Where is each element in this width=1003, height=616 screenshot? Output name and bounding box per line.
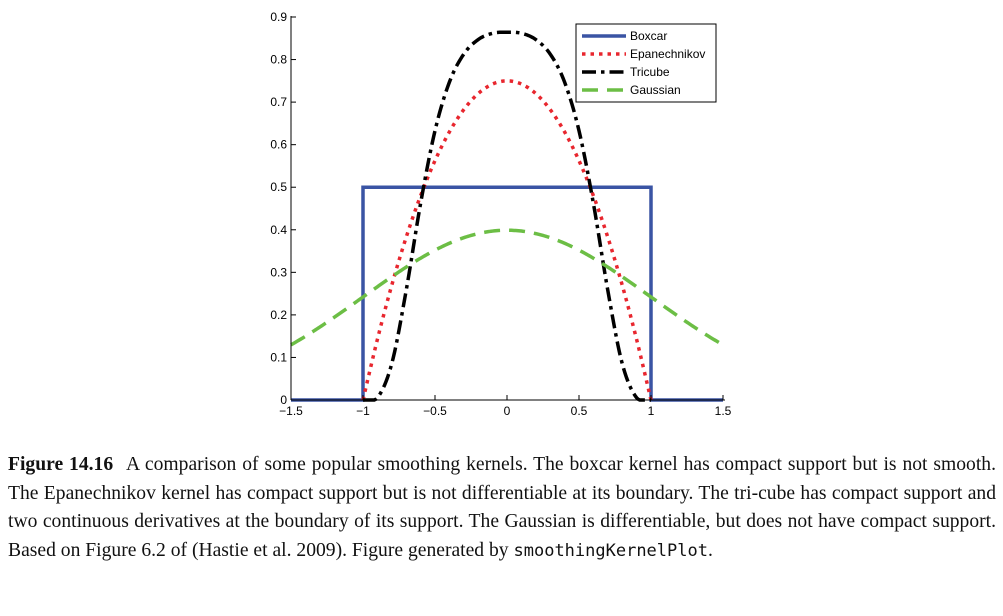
x-tick-label: −0.5 [423,404,447,418]
kernel-chart: −1.5 −1 −0.5 0 0.5 1 1.5 0 0.1 0.2 0.3 0.4 0.5 0.6 0.7… [270,10,732,418]
caption-text: A comparison of some popular smoothing k… [8,454,996,561]
y-tick-label: 0.4 [270,223,287,237]
x-tick-label: −1.5 [279,404,303,418]
y-tick-label: 0.2 [270,308,287,322]
series-line-gaussian [290,228,724,347]
series-line-epanechnikov [361,79,653,401]
figure-label: Figure 14.16 [8,454,114,475]
y-tick-label: 0.3 [270,265,287,279]
y-tick-label: 0.1 [270,350,287,364]
legend-label-gaussian: Gaussian [630,83,681,97]
x-tick-label: 1 [648,404,655,418]
legend-label-boxcar: Boxcar [630,29,667,43]
y-tick-label: 0.6 [270,138,287,152]
series-line-tricube [363,30,651,402]
legend-label-tricube: Tricube [630,65,670,79]
y-tick-label: 0.8 [270,53,287,67]
x-tick-label: 1.5 [715,404,732,418]
caption-end: . [707,539,713,561]
x-tick-label: 0 [504,404,511,418]
figure-caption: Figure 14.16 A comparison of some popula… [8,451,996,565]
y-tick-label: 0.7 [270,95,287,109]
legend-label-epanechnikov: Epanechnikov [630,47,705,61]
series-line-boxcar [291,185,723,402]
kernel-comparison-figure: −1.5 −1 −0.5 0 0.5 1 1.5 0 0.1 0.2 0.3 0.4 0.5 0.6 0.7… [270,10,732,418]
y-tick-label: 0.5 [270,180,287,194]
x-tick-label: 0.5 [571,404,588,418]
caption-code: smoothingKernelPlot [513,540,708,561]
y-tick-label: 0 [280,393,287,407]
x-tick-label: −1 [356,404,370,418]
y-tick-label: 0.9 [270,10,287,24]
